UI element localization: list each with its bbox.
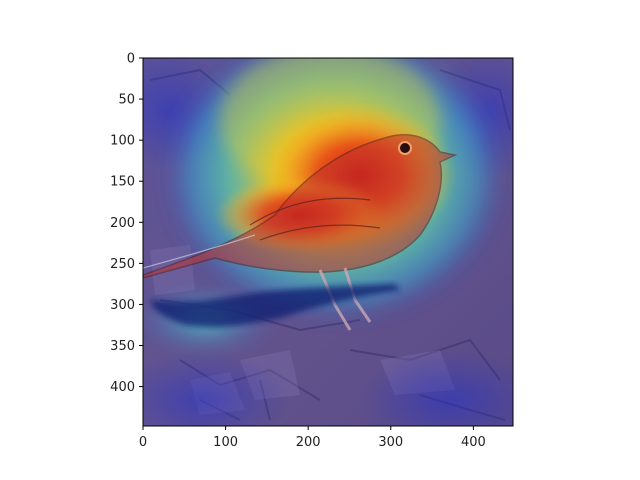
x-tick-label: 300 (378, 435, 403, 450)
x-axis: 0 100 200 300 400 (139, 426, 486, 450)
x-tick-label: 400 (461, 435, 486, 450)
bird (143, 134, 458, 331)
x-tick-label: 0 (139, 435, 147, 450)
bird-shadow (150, 284, 400, 328)
y-tick-label: 200 (110, 216, 135, 231)
y-tick-label: 300 (110, 298, 135, 313)
y-tick-label: 350 (110, 339, 135, 354)
bird-eye (398, 141, 412, 155)
y-tick-label: 50 (118, 93, 135, 108)
x-tick-label: 200 (296, 435, 321, 450)
plot-frame (142, 57, 514, 427)
heatmap-image (143, 58, 513, 426)
y-axis: 0 50 100 150 200 250 300 350 400 (110, 52, 143, 395)
y-tick-label: 250 (110, 257, 135, 272)
x-tick-label: 100 (213, 435, 238, 450)
y-tick-label: 400 (110, 380, 135, 395)
y-tick-label: 150 (110, 175, 135, 190)
y-tick-label: 0 (127, 52, 135, 67)
y-tick-label: 100 (110, 134, 135, 149)
